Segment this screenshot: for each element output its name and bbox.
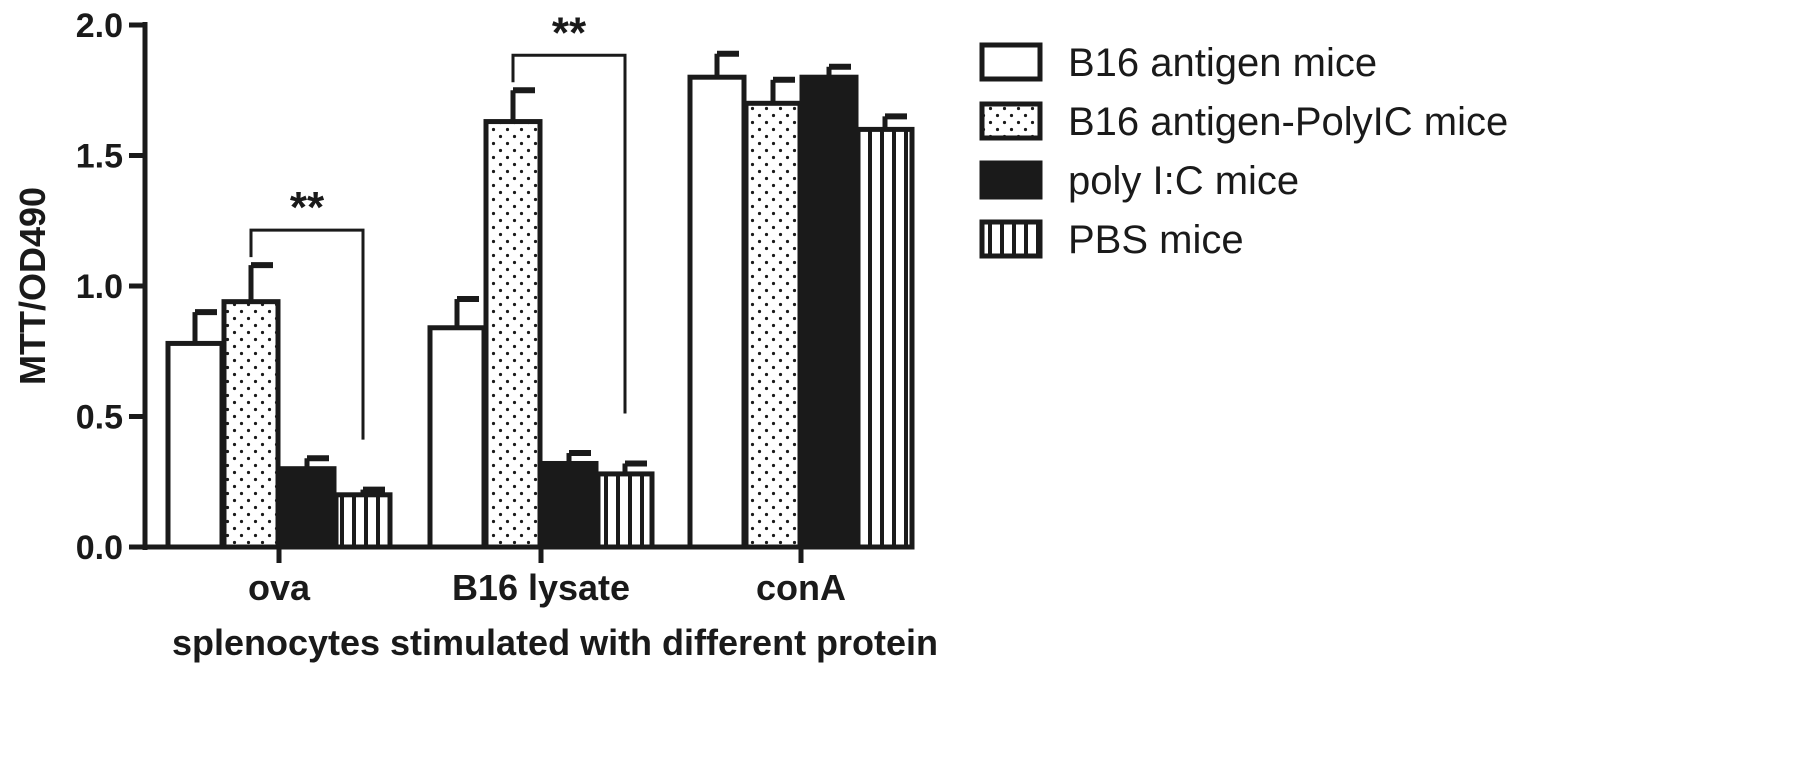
error-bar-cona-pbs-mice xyxy=(882,113,907,130)
y-tick-label: 0.5 xyxy=(76,399,123,437)
x-axis-title: splenocytes stimulated with different pr… xyxy=(172,622,938,663)
bar-cona-poly-i-c-mice xyxy=(799,74,859,550)
legend-swatch xyxy=(979,101,1043,141)
error-bar-ova-b16-antigen-polyic-mice xyxy=(248,262,273,302)
x-tick-label-cona: conA xyxy=(756,567,846,608)
legend-label: poly I:C mice xyxy=(1068,159,1299,203)
legend-label: B16 antigen-PolyIC mice xyxy=(1068,100,1508,144)
error-bar-cona-poly-i-c-mice xyxy=(826,63,851,78)
legend-item-poly-i-c-mice: poly I:C mice xyxy=(979,159,1299,203)
bar-ova-b16-antigen-mice xyxy=(165,340,225,550)
legend-item-b16-antigen-mice: B16 antigen mice xyxy=(979,41,1377,85)
legend-swatch xyxy=(979,160,1043,200)
bar-cona-b16-antigen-mice xyxy=(687,74,747,550)
significance-label-ova: ** xyxy=(290,183,325,232)
significance-bracket-ova: ** xyxy=(249,183,365,440)
legend-label: PBS mice xyxy=(1068,218,1244,262)
error-bar-ova-poly-i-c-mice xyxy=(304,455,329,469)
y-tick-label: 0.0 xyxy=(76,529,123,567)
y-axis-title: MTT/OD490 xyxy=(12,187,53,385)
error-bar-cona-b16-antigen-mice xyxy=(714,50,739,78)
error-bar-ova-pbs-mice xyxy=(360,486,385,495)
y-tick-label: 1.0 xyxy=(76,268,123,306)
y-tick-label: 2.0 xyxy=(76,7,123,45)
bar-b16-lysate-pbs-mice xyxy=(595,471,655,550)
bar-ova-b16-antigen-polyic-mice xyxy=(221,299,281,550)
x-tick-label-b16-lysate: B16 lysate xyxy=(452,567,630,608)
error-bar-cona-b16-antigen-polyic-mice xyxy=(770,76,795,104)
bar-b16-lysate-poly-i-c-mice xyxy=(539,460,599,550)
error-bar-ova-b16-antigen-mice xyxy=(192,309,217,344)
legend-label: B16 antigen mice xyxy=(1068,41,1377,85)
y-tick-label: 1.5 xyxy=(76,138,123,176)
x-tick-label-ova: ova xyxy=(248,567,311,608)
significance-label-b16-lysate: ** xyxy=(552,8,587,57)
error-bar-b16-lysate-b16-antigen-polyic-mice xyxy=(510,87,535,122)
legend-item-b16-antigen-polyic-mice: B16 antigen-PolyIC mice xyxy=(979,100,1508,144)
significance-bracket-b16-lysate: ** xyxy=(511,8,627,414)
bar-cona-b16-antigen-polyic-mice xyxy=(743,100,803,550)
error-bar-b16-lysate-pbs-mice xyxy=(622,460,647,474)
bar-cona-pbs-mice xyxy=(855,126,915,550)
legend-swatch xyxy=(979,42,1043,82)
error-bar-b16-lysate-b16-antigen-mice xyxy=(454,296,479,328)
bar-ova-poly-i-c-mice xyxy=(277,466,337,550)
legend-item-pbs-mice: PBS mice xyxy=(979,218,1244,262)
bar-b16-lysate-b16-antigen-polyic-mice xyxy=(483,119,543,550)
bar-ova-pbs-mice xyxy=(333,492,393,550)
bar-b16-lysate-b16-antigen-mice xyxy=(427,325,487,550)
legend-swatch xyxy=(979,219,1043,259)
error-bar-b16-lysate-poly-i-c-mice xyxy=(566,450,591,464)
